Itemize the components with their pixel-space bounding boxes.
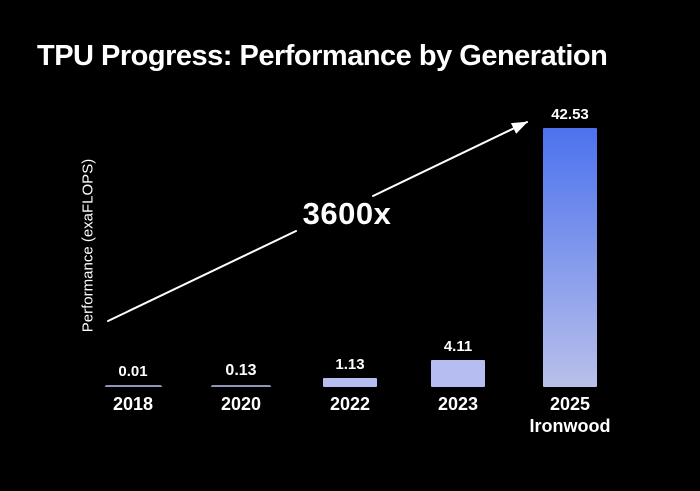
year-label: 2018: [112, 394, 154, 414]
bar: [211, 385, 271, 387]
year-label: 2023: [437, 394, 479, 414]
value-label: 42.53: [551, 106, 589, 123]
year-label-text: 2025: [549, 394, 591, 414]
year-label: 2020: [220, 394, 262, 414]
ironwood-sublabel: Ironwood: [529, 416, 611, 436]
value-label: 0.01: [118, 363, 148, 380]
y-axis-label: Performance (exaFLOPS): [79, 158, 97, 333]
bar-group-2018: 0.01 2018: [79, 363, 187, 414]
bar: [104, 385, 162, 387]
value-label: 4.11: [443, 338, 473, 355]
value-label: 1.13: [335, 356, 365, 373]
bar-group-2020: 0.13 2020: [187, 362, 295, 414]
page-title: TPU Progress: Performance by Generation: [37, 40, 608, 72]
bar: [543, 128, 597, 387]
bar-group-2025-ironwood: 42.53 2025 Ironwood: [516, 106, 624, 436]
growth-annotation: 3600x: [302, 196, 392, 231]
value-label: 0.13: [225, 362, 257, 379]
year-label: 2022: [329, 394, 371, 414]
bar: [323, 378, 377, 387]
year-label: 2025 Ironwood: [505, 393, 635, 437]
bar-group-2022: 1.13 2022: [296, 356, 404, 414]
bar: [431, 360, 485, 387]
bar-group-2023: 4.11 2023: [404, 338, 512, 414]
